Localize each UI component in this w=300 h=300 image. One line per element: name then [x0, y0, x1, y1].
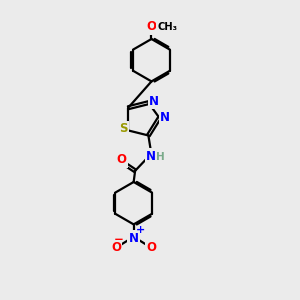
Text: S: S	[119, 122, 127, 136]
Text: H: H	[156, 152, 165, 162]
Text: O: O	[116, 153, 126, 166]
Text: O: O	[146, 20, 157, 33]
Text: O: O	[146, 241, 156, 254]
Text: O: O	[111, 241, 121, 254]
Text: CH₃: CH₃	[158, 22, 177, 32]
Text: N: N	[160, 111, 170, 124]
Text: −: −	[114, 232, 124, 246]
Text: +: +	[136, 225, 145, 235]
Text: N: N	[146, 150, 156, 163]
Text: N: N	[129, 232, 139, 245]
Text: N: N	[149, 95, 159, 108]
